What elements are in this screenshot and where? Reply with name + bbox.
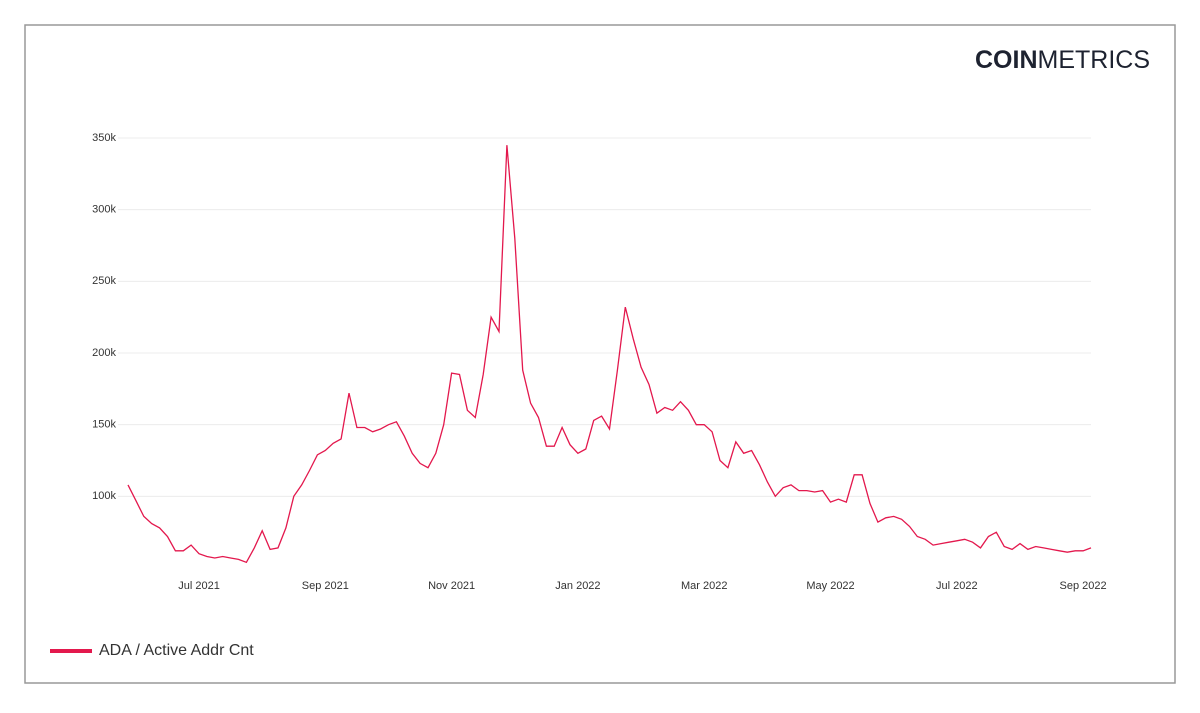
x-tick-label: Jul 2022: [936, 580, 978, 592]
y-tick-label: 350k: [92, 132, 116, 144]
y-tick-label: 100k: [92, 490, 116, 502]
data-line: [127, 145, 1092, 564]
brand-light: METRICS: [1038, 46, 1151, 74]
x-tick-label: Sep 2021: [302, 580, 349, 592]
y-tick-label: 200k: [92, 347, 116, 359]
x-tick-label: Mar 2022: [681, 580, 727, 592]
y-tick-label: 300k: [92, 204, 116, 216]
x-tick-label: Sep 2022: [1060, 580, 1107, 592]
y-tick-label: 250k: [92, 275, 116, 287]
x-tick-label: Jul 2021: [178, 580, 220, 592]
legend-label: ADA / Active Addr Cnt: [99, 642, 254, 659]
x-tick-label: Nov 2021: [428, 580, 475, 592]
y-tick-label: 150k: [92, 419, 116, 431]
brand-bold: COIN: [975, 46, 1038, 74]
x-tick-label: Jan 2022: [555, 580, 600, 592]
x-tick-label: May 2022: [806, 580, 854, 592]
frame: [24, 24, 1176, 684]
brand-logo: COINMETRICS: [975, 46, 1150, 74]
